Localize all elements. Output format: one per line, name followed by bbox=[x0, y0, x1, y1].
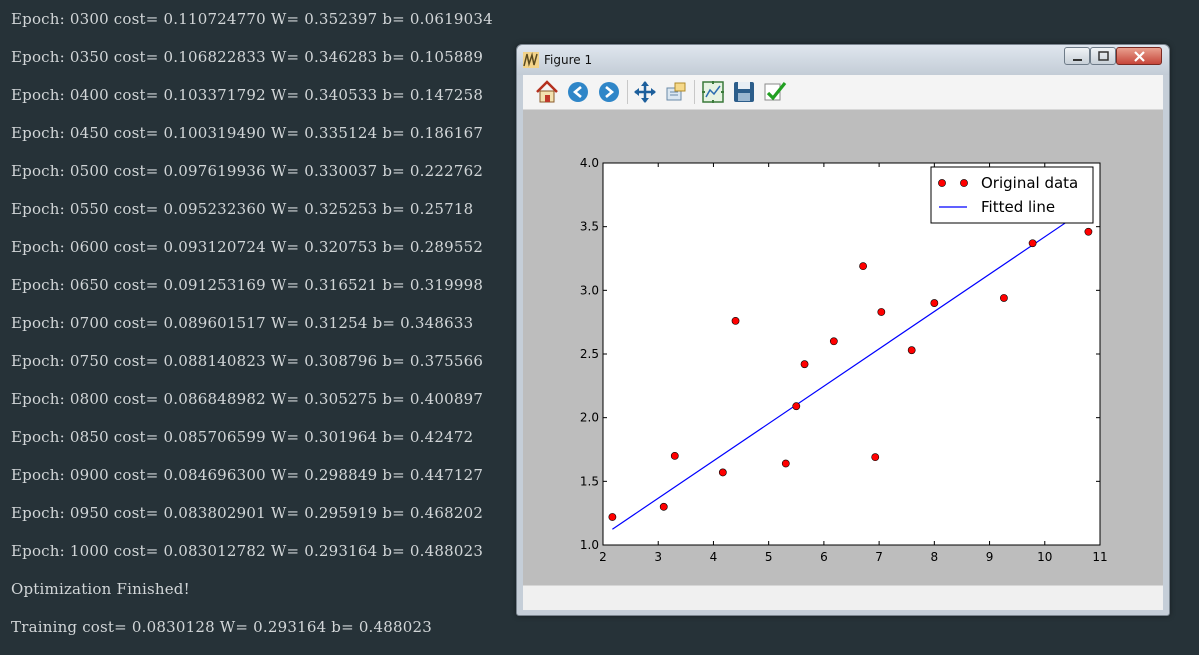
legend-label-original-data: Original data bbox=[981, 174, 1078, 192]
configure-subplots-icon[interactable] bbox=[700, 79, 726, 105]
data-point bbox=[670, 451, 679, 460]
toolbar-separator bbox=[627, 80, 628, 104]
y-tick-label: 1.5 bbox=[580, 474, 599, 488]
status-bar bbox=[523, 585, 1163, 610]
legend-label-fitted-line: Fitted line bbox=[981, 198, 1055, 216]
epoch-log-line: Epoch: 0750 cost= 0.088140823 W= 0.30879… bbox=[11, 352, 484, 370]
epoch-log-line: Epoch: 1000 cost= 0.083012782 W= 0.29316… bbox=[11, 542, 484, 560]
forward-arrow-icon[interactable] bbox=[596, 79, 622, 105]
x-tick-label: 2 bbox=[599, 550, 607, 564]
data-point bbox=[871, 453, 880, 462]
y-tick-label: 4.0 bbox=[580, 156, 599, 170]
epoch-log-line: Epoch: 0500 cost= 0.097619936 W= 0.33003… bbox=[11, 162, 484, 180]
toolbar-separator bbox=[694, 80, 695, 104]
data-point bbox=[930, 299, 939, 307]
epoch-log-line: Epoch: 0950 cost= 0.083802901 W= 0.29591… bbox=[11, 504, 484, 522]
maximize-button[interactable] bbox=[1090, 47, 1116, 65]
zoom-icon[interactable] bbox=[663, 79, 689, 105]
data-point bbox=[829, 337, 838, 346]
y-tick-label: 2.5 bbox=[580, 347, 599, 361]
y-tick-label: 2.0 bbox=[580, 411, 599, 425]
epoch-log-line: Epoch: 0650 cost= 0.091253169 W= 0.31652… bbox=[11, 276, 484, 294]
x-tick-label: 6 bbox=[820, 550, 828, 564]
legend-marker-dot bbox=[960, 179, 968, 187]
data-point bbox=[907, 346, 916, 355]
y-tick-label: 3.0 bbox=[580, 283, 599, 297]
x-tick-label: 11 bbox=[1092, 550, 1107, 564]
back-arrow-icon[interactable] bbox=[565, 79, 591, 105]
epoch-log-line: Epoch: 0850 cost= 0.085706599 W= 0.30196… bbox=[11, 428, 474, 446]
home-icon[interactable] bbox=[534, 79, 560, 105]
x-tick-label: 3 bbox=[654, 550, 662, 564]
matplotlib-app-icon bbox=[523, 52, 539, 68]
save-icon[interactable] bbox=[731, 79, 757, 105]
x-tick-label: 5 bbox=[765, 550, 773, 564]
edit-parameters-icon[interactable] bbox=[762, 79, 788, 105]
optimization-finished-line: Optimization Finished! bbox=[11, 580, 190, 598]
epoch-log-line: Epoch: 0350 cost= 0.106822833 W= 0.34628… bbox=[11, 48, 484, 66]
axes-frame bbox=[602, 162, 1101, 546]
x-tick-label: 8 bbox=[931, 550, 939, 564]
epoch-log-line: Epoch: 0900 cost= 0.084696300 W= 0.29884… bbox=[11, 466, 484, 484]
fitted-line bbox=[612, 206, 1089, 530]
data-point bbox=[718, 468, 727, 477]
figure-window[interactable]: Figure 1 bbox=[516, 44, 1170, 616]
data-point bbox=[792, 402, 801, 411]
legend-marker-dot bbox=[938, 179, 946, 187]
close-button[interactable] bbox=[1116, 47, 1162, 65]
plot-axes: 2 3 4 5 6 7 8 9 10 11 1.0 1.5 2.0 2.5 3.0 3.5 4.0 Origina… bbox=[580, 156, 1108, 564]
data-point bbox=[659, 502, 668, 511]
x-tick-label: 7 bbox=[875, 550, 883, 564]
data-point bbox=[1028, 239, 1037, 248]
data-point bbox=[877, 308, 886, 316]
title-bar[interactable]: Figure 1 bbox=[517, 45, 1169, 75]
legend-box bbox=[930, 166, 1094, 224]
y-tick-label: 3.5 bbox=[580, 220, 599, 234]
x-tick-label: 4 bbox=[710, 550, 718, 564]
epoch-log-line: Epoch: 0450 cost= 0.100319490 W= 0.33512… bbox=[11, 124, 484, 142]
data-point bbox=[859, 262, 867, 271]
epoch-log-line: Epoch: 0400 cost= 0.103371792 W= 0.34053… bbox=[11, 86, 484, 104]
training-cost-line: Training cost= 0.0830128 W= 0.293164 b= … bbox=[11, 618, 432, 636]
pan-icon[interactable] bbox=[632, 79, 658, 105]
navigation-toolbar bbox=[523, 75, 1163, 110]
data-point bbox=[1000, 294, 1008, 302]
data-point bbox=[608, 513, 617, 521]
plot-canvas[interactable]: 2 3 4 5 6 7 8 9 10 11 1.0 1.5 2.0 2.5 3.0 3.5 4.0 Origina… bbox=[523, 109, 1163, 585]
data-point bbox=[731, 316, 740, 325]
epoch-log-line: Epoch: 0700 cost= 0.089601517 W= 0.31254… bbox=[11, 314, 474, 332]
data-point bbox=[781, 459, 790, 468]
epoch-log-line: Epoch: 0300 cost= 0.110724770 W= 0.35239… bbox=[11, 10, 493, 28]
data-point bbox=[1084, 227, 1093, 236]
epoch-log-line: Epoch: 0600 cost= 0.093120724 W= 0.32075… bbox=[11, 238, 484, 256]
y-tick-label: 1.0 bbox=[580, 538, 599, 552]
epoch-log-line: Epoch: 0550 cost= 0.095232360 W= 0.32525… bbox=[11, 200, 474, 218]
x-tick-label: 9 bbox=[986, 550, 994, 564]
data-point bbox=[800, 360, 809, 369]
x-tick-label: 10 bbox=[1037, 550, 1052, 564]
window-title: Figure 1 bbox=[544, 53, 593, 67]
figure-client-area: 2 3 4 5 6 7 8 9 10 11 1.0 1.5 2.0 2.5 3.0 3.5 4.0 Origina… bbox=[523, 75, 1163, 610]
minimize-button[interactable] bbox=[1064, 47, 1090, 65]
epoch-log-line: Epoch: 0800 cost= 0.086848982 W= 0.30527… bbox=[11, 390, 484, 408]
